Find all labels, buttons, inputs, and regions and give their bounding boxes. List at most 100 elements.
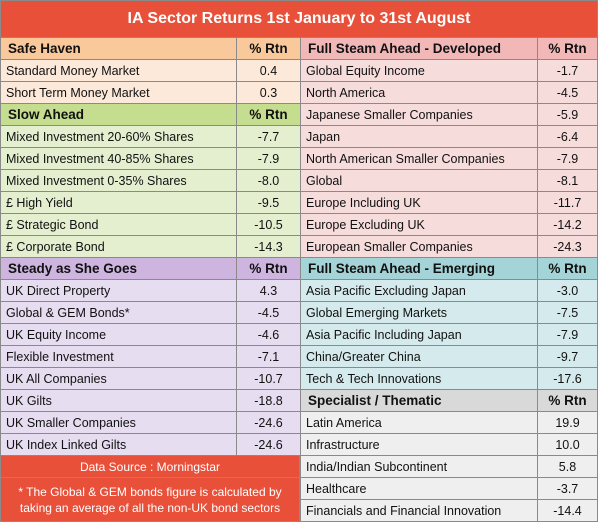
sector-name: Standard Money Market bbox=[1, 60, 237, 81]
sector-name: Europe Including UK bbox=[301, 192, 538, 213]
sector-name: £ Corporate Bond bbox=[1, 236, 237, 257]
sector-name: North American Smaller Companies bbox=[301, 148, 538, 169]
table-row: Japanese Smaller Companies -5.9 bbox=[300, 104, 598, 126]
sector-return: -1.7 bbox=[556, 63, 579, 78]
table-row: £ Strategic Bond -10.5 bbox=[0, 214, 300, 236]
sector-name: £ Strategic Bond bbox=[1, 214, 237, 235]
sector-return: -4.5 bbox=[556, 85, 579, 100]
table-row: Mixed Investment 20-60% Shares -7.7 bbox=[0, 126, 300, 148]
table-row: Short Term Money Market 0.3 bbox=[0, 82, 300, 104]
sector-name: UK Gilts bbox=[1, 390, 237, 411]
return-column-header: % Rtn bbox=[548, 41, 587, 56]
sector-return: -18.8 bbox=[254, 393, 283, 408]
sector-return: -14.2 bbox=[553, 217, 582, 232]
sector-name: Global & GEM Bonds* bbox=[1, 302, 237, 323]
sector-name: UK Equity Income bbox=[1, 324, 237, 345]
table-row: Latin America 19.9 bbox=[300, 412, 598, 434]
sector-return: -17.6 bbox=[553, 371, 582, 386]
sector-return: -3.7 bbox=[556, 481, 579, 496]
table-row: Europe Excluding UK -14.2 bbox=[300, 214, 598, 236]
sector-name: Mixed Investment 0-35% Shares bbox=[1, 170, 237, 191]
sector-name: Latin America bbox=[301, 412, 538, 433]
sector-return: -4.6 bbox=[257, 327, 280, 342]
table-row: Financials and Financial Innovation -14.4 bbox=[300, 500, 598, 522]
sector-name: Infrastructure bbox=[301, 434, 538, 455]
sector-name: £ High Yield bbox=[1, 192, 237, 213]
sector-return: -24.6 bbox=[254, 437, 283, 452]
section-header-dev: Full Steam Ahead - Developed % Rtn bbox=[300, 38, 598, 60]
table-row: UK Smaller Companies -24.6 bbox=[0, 412, 300, 434]
sector-return: -9.7 bbox=[556, 349, 579, 364]
sector-name: Tech & Tech Innovations bbox=[301, 368, 538, 389]
table-row: Global & GEM Bonds* -4.5 bbox=[0, 302, 300, 324]
return-column-header: % Rtn bbox=[249, 261, 288, 276]
table-row: £ Corporate Bond -14.3 bbox=[0, 236, 300, 258]
sector-return: 0.3 bbox=[259, 85, 278, 100]
sector-name: Global Equity Income bbox=[301, 60, 538, 81]
table-row: UK Equity Income -4.6 bbox=[0, 324, 300, 346]
sector-return: -3.0 bbox=[556, 283, 579, 298]
sector-name: Japanese Smaller Companies bbox=[301, 104, 538, 125]
table-row: Japan -6.4 bbox=[300, 126, 598, 148]
sector-name: Short Term Money Market bbox=[1, 82, 237, 103]
sector-name: Mixed Investment 20-60% Shares bbox=[1, 126, 237, 147]
table-row: Flexible Investment -7.1 bbox=[0, 346, 300, 368]
sector-return: -14.3 bbox=[254, 239, 283, 254]
sector-return: 0.4 bbox=[259, 63, 278, 78]
sector-name: UK Index Linked Gilts bbox=[1, 434, 237, 455]
table-row: Standard Money Market 0.4 bbox=[0, 60, 300, 82]
section-title: Full Steam Ahead - Developed bbox=[301, 38, 538, 59]
sector-return: 10.0 bbox=[555, 437, 580, 452]
table-row: Asia Pacific Excluding Japan -3.0 bbox=[300, 280, 598, 302]
table-row: Global Emerging Markets -7.5 bbox=[300, 302, 598, 324]
table-row: Asia Pacific Including Japan -7.9 bbox=[300, 324, 598, 346]
table-row: North America -4.5 bbox=[300, 82, 598, 104]
table-row: UK Direct Property 4.3 bbox=[0, 280, 300, 302]
sector-name: North America bbox=[301, 82, 538, 103]
return-column-header: % Rtn bbox=[249, 41, 288, 56]
table-row: Tech & Tech Innovations -17.6 bbox=[300, 368, 598, 390]
data-source-note: Data Source : Morningstar bbox=[0, 456, 300, 478]
table-row: Europe Including UK -11.7 bbox=[300, 192, 598, 214]
section-title: Full Steam Ahead - Emerging bbox=[301, 258, 538, 279]
sector-name: Flexible Investment bbox=[1, 346, 237, 367]
sector-name: Asia Pacific Including Japan bbox=[301, 324, 538, 345]
sector-return: -10.7 bbox=[254, 371, 283, 386]
section-header-steady: Steady as She Goes % Rtn bbox=[0, 258, 300, 280]
sector-return: -14.4 bbox=[553, 503, 582, 518]
table-row: Global Equity Income -1.7 bbox=[300, 60, 598, 82]
sector-name: India/Indian Subcontinent bbox=[301, 456, 538, 477]
sector-name: Financials and Financial Innovation bbox=[301, 500, 538, 521]
footnote: * The Global & GEM bonds figure is calcu… bbox=[0, 478, 300, 522]
sector-name: Global Emerging Markets bbox=[301, 302, 538, 323]
section-header-slow: Slow Ahead % Rtn bbox=[0, 104, 300, 126]
sector-return: -7.7 bbox=[257, 129, 280, 144]
sector-return: -4.5 bbox=[257, 305, 280, 320]
sector-name: UK Direct Property bbox=[1, 280, 237, 301]
sector-return: -11.7 bbox=[553, 195, 582, 210]
sector-return: -7.5 bbox=[556, 305, 579, 320]
return-column-header: % Rtn bbox=[249, 107, 288, 122]
return-column-header: % Rtn bbox=[548, 261, 587, 276]
sector-return: -10.5 bbox=[254, 217, 283, 232]
sector-return: -7.9 bbox=[556, 151, 579, 166]
section-title: Specialist / Thematic bbox=[301, 390, 538, 411]
table-row: Global -8.1 bbox=[300, 170, 598, 192]
table-row: Mixed Investment 0-35% Shares -8.0 bbox=[0, 170, 300, 192]
sector-return: 5.8 bbox=[558, 459, 577, 474]
sector-name: Europe Excluding UK bbox=[301, 214, 538, 235]
sector-name: European Smaller Companies bbox=[301, 236, 538, 257]
sector-name: UK All Companies bbox=[1, 368, 237, 389]
sector-return: -7.9 bbox=[257, 151, 280, 166]
sector-return: -6.4 bbox=[556, 129, 579, 144]
sector-return: -7.9 bbox=[556, 327, 579, 342]
sector-name: Healthcare bbox=[301, 478, 538, 499]
table-row: European Smaller Companies -24.3 bbox=[300, 236, 598, 258]
table-row: North American Smaller Companies -7.9 bbox=[300, 148, 598, 170]
section-header-spec: Specialist / Thematic % Rtn bbox=[300, 390, 598, 412]
sector-name: Asia Pacific Excluding Japan bbox=[301, 280, 538, 301]
sector-return: -8.1 bbox=[556, 173, 579, 188]
sector-name: UK Smaller Companies bbox=[1, 412, 237, 433]
sector-name: Mixed Investment 40-85% Shares bbox=[1, 148, 237, 169]
